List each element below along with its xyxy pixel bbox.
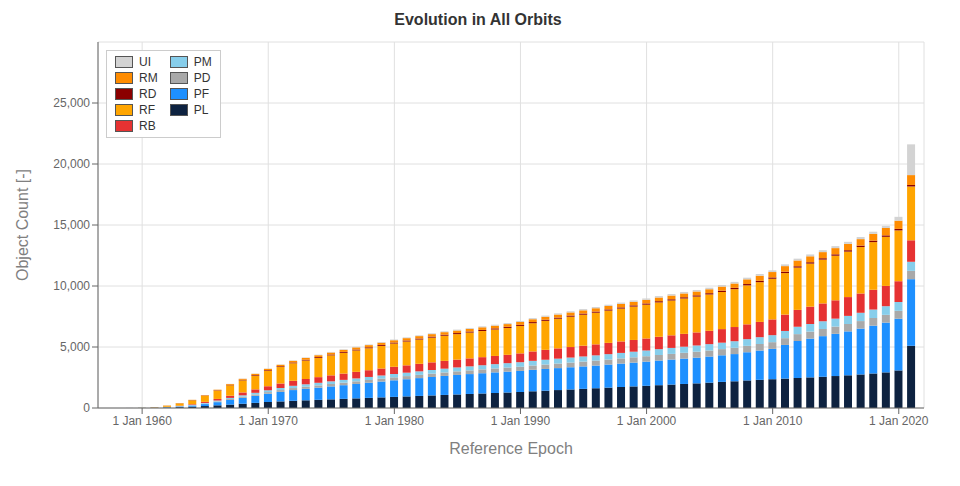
html-text:PM: PM [193,55,212,69]
html-text:PD: PD [193,71,211,85]
svg-text:1 Jan 2000: 1 Jan 2000 [617,414,677,428]
svg-text:Object Count [-]: Object Count [-] [14,169,31,281]
html-text:RB: RB [139,119,156,133]
html-text:RF: RF [139,103,155,117]
svg-text:1 Jan 1980: 1 Jan 1980 [365,414,425,428]
svg-text:Reference Epoch: Reference Epoch [449,440,573,457]
svg-text:1 Jan 2020: 1 Jan 2020 [869,414,929,428]
svg-text:1 Jan 1970: 1 Jan 1970 [239,414,299,428]
svg-text:25,000: 25,000 [53,96,90,110]
svg-text:1 Jan 2010: 1 Jan 2010 [743,414,803,428]
svg-text:1 Jan 1960: 1 Jan 1960 [112,414,172,428]
svg-text:0: 0 [83,401,90,415]
svg-text:15,000: 15,000 [53,218,90,232]
html-text:RM: RM [139,71,158,85]
html-text:PF: PF [193,87,209,101]
svg-text:10,000: 10,000 [53,279,90,293]
svg-text:1 Jan 1990: 1 Jan 1990 [491,414,551,428]
html-text:RD: RD [139,87,157,101]
svg-text:5,000: 5,000 [60,340,90,354]
html-text:UI: UI [139,55,151,69]
svg-text:20,000: 20,000 [53,157,90,171]
html-text:PL: PL [193,103,209,117]
html-text:Evolution in All Orbits: Evolution in All Orbits [394,11,562,28]
